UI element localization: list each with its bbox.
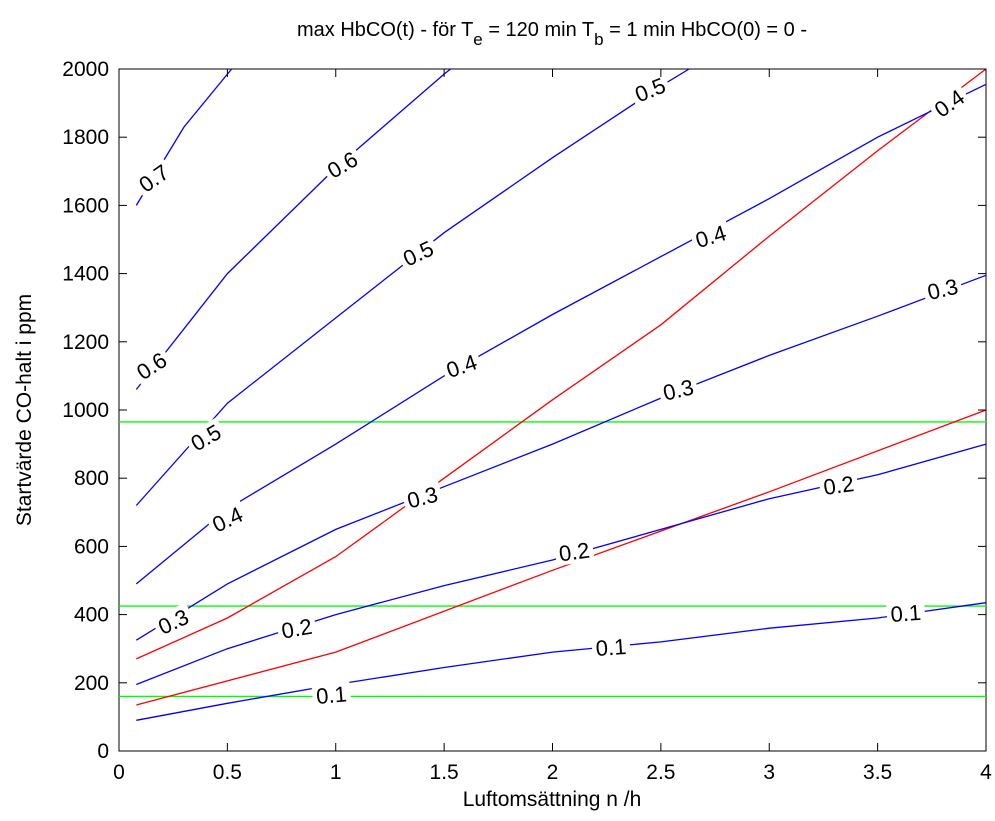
x-tick-label: 0	[113, 761, 125, 784]
contour-label-text: 0.1	[890, 600, 922, 627]
y-tick-label: 1400	[62, 263, 109, 286]
contour-line	[135, 83, 987, 585]
contour-line	[135, 274, 987, 641]
contour-label-backing	[656, 373, 700, 406]
contour-label-backing	[311, 681, 352, 709]
x-tick-label: 1	[330, 761, 342, 784]
contour-label-backing	[183, 417, 229, 458]
x-tick-label: 3.5	[863, 761, 892, 784]
title-part-3: = 1 min HbCO(0) = 0 -	[604, 19, 807, 41]
y-tick-label: 400	[74, 604, 109, 627]
contour-label: 0.1	[886, 599, 926, 627]
limit-line	[136, 409, 987, 706]
contour-label-backing	[150, 602, 196, 641]
title-part-2: = 120 min T	[483, 19, 594, 41]
contour-line	[136, 602, 987, 721]
title-part-1: max HbCO(t) - för T	[297, 19, 473, 41]
contour-label-backing	[921, 272, 964, 305]
contour-label-backing	[275, 613, 318, 644]
contour-label: 0.2	[818, 470, 860, 500]
y-tick-label: 1600	[62, 194, 109, 217]
contour-label-backing	[319, 144, 365, 185]
contour-label: 0.1	[591, 633, 631, 661]
tick-layer: 0 0.5 1 1.5 2 2.5 3 3.5 4 0 200 400 600 800 1000 1200 14…	[62, 58, 992, 784]
x-tick-label: 2.5	[646, 761, 675, 784]
contour-label-backing	[131, 157, 177, 199]
contour-label-text: 0.2	[822, 471, 856, 500]
x-tick-label: 2	[547, 761, 559, 784]
contour-label-backing	[553, 536, 595, 567]
contour-label-backing	[401, 480, 444, 514]
y-tick-label: 600	[74, 535, 109, 558]
y-tick-label: 0	[97, 740, 109, 763]
title-subscript-e: e	[473, 30, 482, 49]
contour-label-text: 0.2	[280, 614, 314, 644]
contour-label-text: 0.1	[595, 634, 627, 661]
contour-label-backing	[439, 348, 484, 384]
chart-title: max HbCO(t) - för Te = 120 min Tb = 1 mi…	[297, 19, 807, 49]
title-subscript-b: b	[594, 30, 603, 49]
y-tick-label: 2000	[62, 58, 109, 81]
y-tick-label: 1000	[62, 399, 109, 422]
x-tick-label: 3	[763, 761, 775, 784]
limit-line	[136, 68, 987, 660]
x-tick-label: 4	[980, 761, 992, 784]
contour-label-backing	[129, 345, 174, 387]
contour-label: 0.1	[311, 681, 352, 709]
contour-label-backing	[886, 599, 926, 627]
contour-label-backing	[591, 633, 631, 661]
contour-label-backing	[818, 470, 860, 500]
x-tick-label: 1.5	[430, 761, 459, 784]
contour-label-backing	[395, 234, 441, 273]
y-tick-label: 1800	[62, 126, 109, 149]
y-tick-label: 1200	[62, 331, 109, 354]
contour-label: 0.2	[553, 536, 595, 567]
contour-label: 0.2	[275, 613, 318, 644]
contour-label-text: 0.2	[557, 537, 591, 566]
contour-label-backing	[627, 71, 673, 108]
y-tick-label: 200	[74, 672, 109, 695]
x-axis-label: Luftomsättning n /h	[463, 788, 642, 811]
y-tick-label: 800	[74, 467, 109, 490]
contour-label-backing	[205, 500, 250, 539]
contour-label-backing	[926, 82, 972, 124]
y-axis-label: Startvärde CO-halt i ppm	[13, 294, 36, 526]
contour-label-backing	[689, 219, 733, 254]
contour-label-text: 0.1	[315, 681, 348, 709]
contour-label: 0.4	[439, 348, 484, 384]
x-tick-label: 0.5	[213, 761, 242, 784]
